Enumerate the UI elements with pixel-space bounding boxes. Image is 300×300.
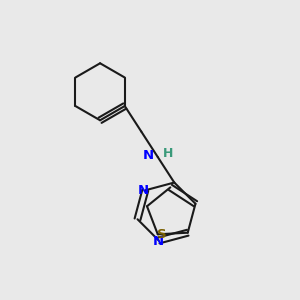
Text: N: N: [153, 236, 164, 248]
Text: N: N: [138, 184, 149, 197]
Text: S: S: [158, 228, 167, 241]
Text: N: N: [143, 149, 154, 162]
Text: H: H: [163, 147, 173, 160]
